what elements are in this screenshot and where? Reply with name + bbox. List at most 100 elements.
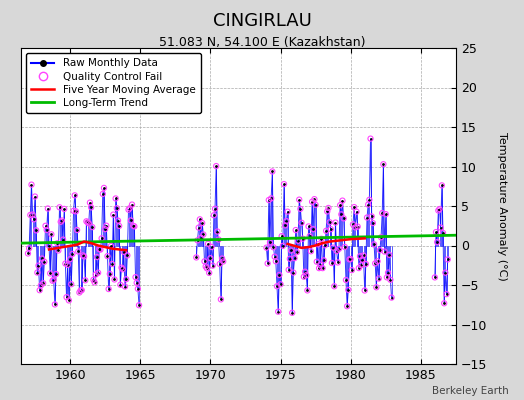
Point bbox=[266, 239, 274, 246]
Point bbox=[47, 231, 56, 238]
Point bbox=[68, 251, 77, 257]
Point bbox=[380, 248, 389, 255]
Point bbox=[375, 275, 383, 282]
Point bbox=[301, 268, 309, 275]
Point bbox=[115, 223, 123, 229]
Point bbox=[341, 244, 349, 250]
Point bbox=[134, 286, 142, 292]
Point bbox=[109, 211, 117, 218]
Point bbox=[323, 208, 332, 215]
Point bbox=[52, 271, 60, 277]
Point bbox=[218, 255, 226, 262]
Point bbox=[276, 281, 285, 288]
Point bbox=[349, 221, 357, 228]
Point bbox=[372, 284, 380, 290]
Point bbox=[300, 274, 308, 280]
Point bbox=[339, 198, 347, 204]
Point bbox=[133, 280, 141, 286]
Point bbox=[387, 294, 396, 301]
Point bbox=[119, 249, 128, 255]
Point bbox=[295, 196, 303, 203]
Legend: Raw Monthly Data, Quality Control Fail, Five Year Moving Average, Long-Term Tren: Raw Monthly Data, Quality Control Fail, … bbox=[26, 53, 201, 113]
Point bbox=[303, 287, 312, 294]
Point bbox=[443, 256, 452, 263]
Point bbox=[73, 227, 81, 233]
Point bbox=[362, 261, 370, 267]
Point bbox=[204, 240, 212, 247]
Point bbox=[118, 266, 127, 272]
Point bbox=[351, 224, 359, 231]
Point bbox=[385, 252, 394, 258]
Point bbox=[121, 283, 129, 290]
Point bbox=[319, 265, 327, 271]
Point bbox=[376, 247, 384, 253]
Point bbox=[263, 244, 271, 251]
Point bbox=[57, 219, 65, 225]
Point bbox=[110, 276, 118, 283]
Point bbox=[194, 224, 203, 231]
Point bbox=[290, 255, 299, 261]
Point bbox=[293, 249, 301, 255]
Point bbox=[332, 248, 341, 254]
Point bbox=[83, 219, 92, 226]
Point bbox=[203, 265, 211, 272]
Point bbox=[354, 223, 362, 230]
Point bbox=[86, 200, 94, 206]
Point bbox=[279, 243, 287, 249]
Point bbox=[78, 287, 86, 293]
Point bbox=[335, 246, 343, 252]
Point bbox=[312, 258, 321, 265]
Point bbox=[309, 226, 318, 232]
Point bbox=[317, 236, 325, 242]
Point bbox=[305, 233, 314, 239]
Point bbox=[208, 244, 216, 250]
Point bbox=[103, 253, 112, 259]
Text: 51.083 N, 54.100 E (Kazakhstan): 51.083 N, 54.100 E (Kazakhstan) bbox=[159, 36, 365, 49]
Point bbox=[346, 256, 355, 262]
Point bbox=[87, 204, 95, 210]
Point bbox=[198, 220, 206, 226]
Point bbox=[215, 261, 224, 267]
Point bbox=[28, 211, 37, 218]
Point bbox=[54, 247, 62, 254]
Point bbox=[56, 204, 64, 210]
Point bbox=[287, 247, 295, 254]
Text: Berkeley Earth: Berkeley Earth bbox=[432, 386, 508, 396]
Point bbox=[37, 282, 45, 289]
Point bbox=[92, 271, 100, 278]
Point bbox=[302, 272, 310, 278]
Point bbox=[331, 219, 340, 226]
Point bbox=[81, 277, 90, 284]
Point bbox=[211, 206, 219, 212]
Point bbox=[359, 252, 368, 259]
Point bbox=[84, 220, 93, 226]
Point bbox=[275, 272, 283, 278]
Point bbox=[210, 212, 218, 218]
Point bbox=[285, 267, 293, 273]
Point bbox=[212, 163, 221, 169]
Point bbox=[135, 302, 143, 308]
Point bbox=[91, 279, 99, 286]
Point bbox=[77, 287, 85, 294]
Point bbox=[45, 242, 53, 249]
Point bbox=[43, 205, 52, 212]
Point bbox=[127, 217, 135, 224]
Point bbox=[365, 196, 374, 203]
Point bbox=[27, 182, 36, 188]
Point bbox=[325, 219, 334, 226]
Point bbox=[265, 197, 273, 203]
Point bbox=[356, 253, 364, 260]
Point bbox=[26, 212, 35, 218]
Point bbox=[117, 264, 126, 271]
Y-axis label: Temperature Anomaly (°C): Temperature Anomaly (°C) bbox=[497, 132, 507, 280]
Point bbox=[311, 202, 320, 208]
Point bbox=[307, 248, 315, 254]
Point bbox=[322, 228, 330, 234]
Point bbox=[60, 206, 69, 212]
Point bbox=[31, 193, 39, 200]
Point bbox=[328, 260, 336, 266]
Point bbox=[268, 168, 277, 175]
Point bbox=[95, 246, 103, 252]
Point bbox=[97, 235, 106, 242]
Point bbox=[219, 258, 227, 265]
